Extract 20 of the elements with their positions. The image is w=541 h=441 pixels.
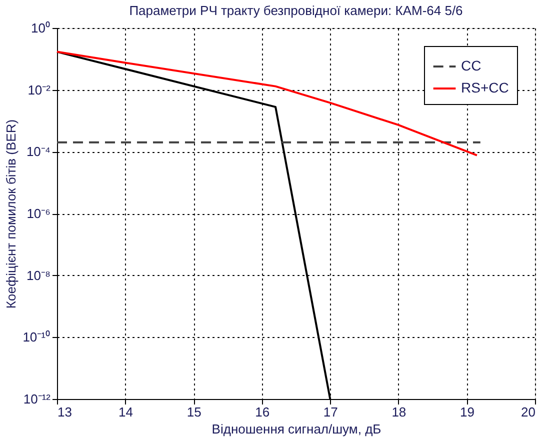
legend-label: CC: [461, 58, 482, 74]
chart-title: Параметри РЧ тракту безпровідної камери: КАМ-64 5/6: [129, 3, 463, 18]
x-tick-label: 17: [323, 404, 338, 420]
x-tick-label: 18: [392, 404, 406, 420]
x-tick-label: 15: [186, 404, 202, 420]
x-axis-title: Відношення сигнал/шум, дБ: [212, 422, 382, 436]
x-tick-label: 20: [521, 404, 536, 420]
y-tick-label: 10⁻²: [28, 82, 52, 98]
x-tick-label: 19: [460, 404, 474, 420]
x-tick-label: 16: [255, 404, 270, 420]
y-tick-label: 10⁻¹⁰: [22, 330, 50, 345]
y-tick-label: 10⁻⁸: [26, 268, 50, 283]
y-tick-label: 10⁻¹²: [23, 392, 52, 406]
x-tick-label: 14: [118, 404, 134, 420]
y-tick-label: 10⁰: [31, 20, 50, 36]
legend-label: RS+CC: [461, 80, 509, 96]
y-tick-label: 10⁻⁶: [26, 206, 50, 221]
y-tick-label: 10⁻⁴: [26, 144, 50, 160]
x-tick-label: 13: [58, 404, 72, 420]
y-axis-title: Коефіцієнт помилок бітів (BER): [4, 119, 19, 309]
